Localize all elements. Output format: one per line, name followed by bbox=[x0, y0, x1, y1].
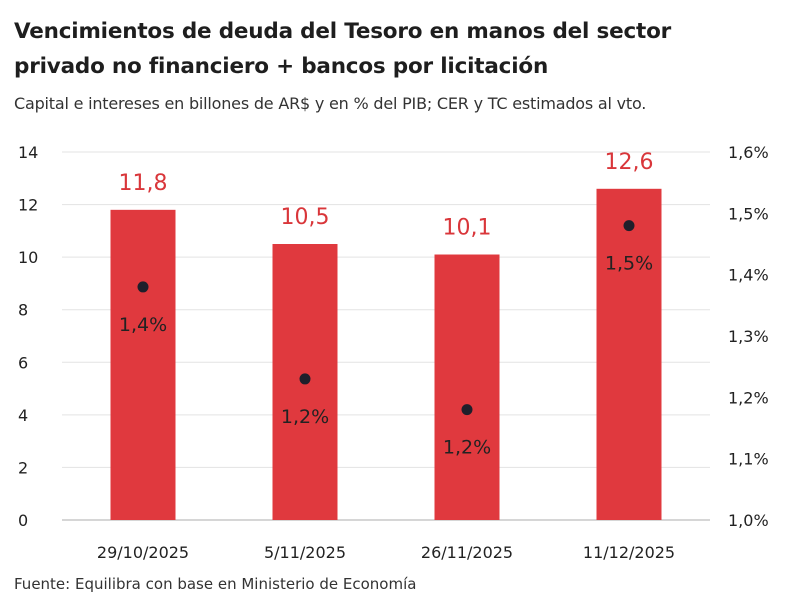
x-category-label: 5/11/2025 bbox=[264, 543, 346, 562]
x-category-label: 11/12/2025 bbox=[583, 543, 675, 562]
bar bbox=[110, 209, 176, 521]
bar bbox=[434, 254, 500, 520]
pib-point bbox=[137, 281, 149, 293]
y-left-tick-label: 4 bbox=[18, 406, 28, 425]
pib-value-label: 1,4% bbox=[119, 314, 167, 336]
y-left-tick-label: 0 bbox=[18, 511, 28, 530]
chart-title: Vencimientos de deuda del Tesoro en mano… bbox=[14, 14, 784, 84]
y-right-tick-label: 1,1% bbox=[728, 450, 769, 469]
pib-value-label: 1,5% bbox=[605, 253, 653, 275]
bar-value-label: 12,6 bbox=[605, 150, 654, 175]
y-right-tick-label: 1,4% bbox=[728, 266, 769, 285]
y-left-tick-label: 6 bbox=[18, 353, 28, 372]
y-left-tick-label: 14 bbox=[18, 143, 38, 162]
bar bbox=[596, 188, 662, 521]
y-left-tick-label: 10 bbox=[18, 248, 38, 267]
chart-title-line-1: Vencimientos de deuda del Tesoro en mano… bbox=[14, 19, 672, 44]
y-right-tick-label: 1,5% bbox=[728, 204, 769, 223]
pib-value-label: 1,2% bbox=[443, 437, 491, 459]
x-category-label: 29/10/2025 bbox=[97, 543, 189, 562]
source-note: Fuente: Equilibra con base en Ministerio… bbox=[14, 575, 417, 593]
bar-value-label: 10,5 bbox=[281, 205, 330, 230]
y-left-tick-label: 2 bbox=[18, 458, 28, 477]
chart-subtitle: Capital e intereses en billones de AR$ y… bbox=[14, 94, 647, 113]
chart-title-line-2: privado no financiero + bancos por licit… bbox=[14, 54, 549, 79]
pib-point bbox=[299, 373, 311, 385]
pib-point bbox=[623, 220, 635, 232]
bar-value-label: 10,1 bbox=[443, 216, 492, 241]
y-left-tick-label: 12 bbox=[18, 196, 38, 215]
y-right-tick-label: 1,6% bbox=[728, 143, 769, 162]
y-right-tick-label: 1,0% bbox=[728, 511, 769, 530]
x-category-label: 26/11/2025 bbox=[421, 543, 513, 562]
pib-point bbox=[461, 404, 473, 416]
y-left-tick-label: 8 bbox=[18, 301, 28, 320]
y-right-tick-label: 1,3% bbox=[728, 327, 769, 346]
y-right-tick-label: 1,2% bbox=[728, 388, 769, 407]
pib-value-label: 1,2% bbox=[281, 406, 329, 428]
bar-value-label: 11,8 bbox=[119, 171, 168, 196]
